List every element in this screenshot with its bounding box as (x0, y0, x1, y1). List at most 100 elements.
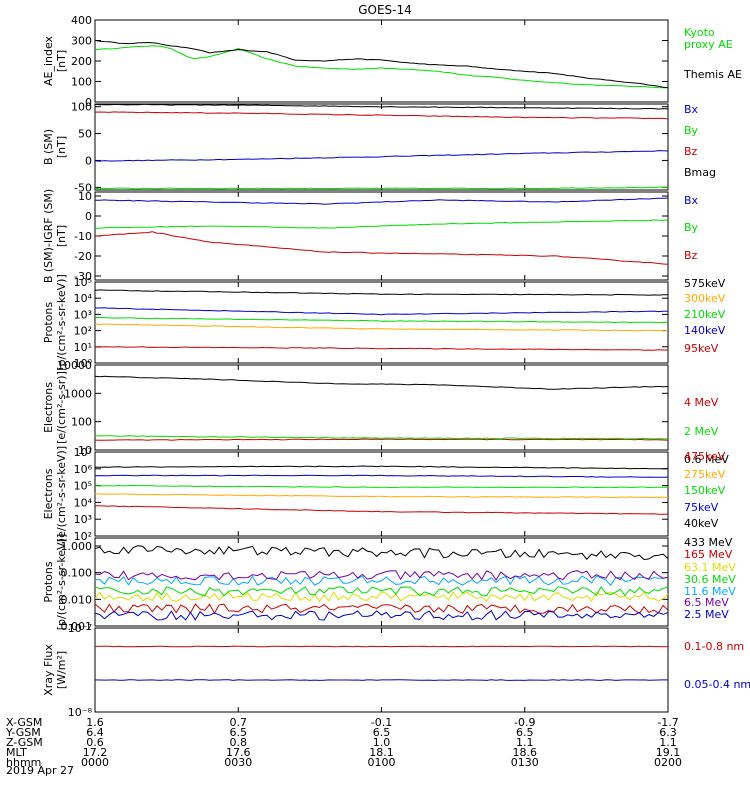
ephemeris-row-label: Z-GSM (6, 736, 43, 749)
ephemeris-value: 19.1 (656, 746, 681, 759)
legend-entry: 433 MeV (684, 536, 733, 549)
series-line-75kev (94, 474, 669, 478)
y-axis-label: [nT] (55, 225, 68, 247)
series-line-575kev (94, 289, 669, 296)
y-tick-label: 10⁴ (74, 496, 93, 509)
y-tick-label: 100 (71, 76, 92, 89)
panel-8: 10⁻⁸ 10⁻⁷ Xray Flux [W/m²] 0.1-0.8 nm 0.05-0.… (42, 622, 750, 719)
ephemeris-value: -1.7 (657, 716, 678, 729)
ephemeris-row-label: X-GSM (6, 716, 42, 729)
series-line-bz (94, 231, 669, 265)
y-axis-label: Protons (42, 561, 55, 602)
series-line-by (95, 219, 669, 229)
panel-frame (94, 364, 669, 451)
legend-entry: Themis AE (683, 68, 742, 81)
series-line-0-6-mev (94, 375, 669, 390)
y-tick-label: 10⁶ (74, 463, 93, 476)
series-line-by (94, 186, 669, 190)
series-line-275kev (94, 493, 668, 498)
y-axis-label: [e/(cm²-s-sr)] (55, 371, 68, 444)
ephemeris-value: 0.6 (86, 736, 104, 749)
series-line-150kev (94, 484, 669, 489)
ephemeris-value: 6.5 (230, 726, 248, 739)
ephemeris-value: 17.2 (83, 746, 108, 759)
series-line-bx (95, 197, 669, 205)
y-axis-label: [nT] (55, 50, 68, 72)
legend-entry: 95keV (684, 342, 719, 355)
y-tick-label: 10¹ (74, 341, 92, 354)
panel-2: -50 0 50 100 B (SM) [nT] Bx By Bz Bmag (42, 101, 716, 195)
ephemeris-value: 0130 (511, 756, 539, 769)
y-tick-label: 10 (78, 444, 92, 457)
y-tick-label: 10⁻⁷ (68, 622, 92, 635)
y-tick-label: 100 (71, 416, 92, 429)
legend-entry: 0.05-0.4 nm (684, 678, 750, 691)
y-tick-label: 10⁵ (74, 276, 92, 289)
ephemeris-value: 6.5 (373, 726, 391, 739)
series-line-bmag (94, 103, 669, 110)
date-label: 2019 Apr 27 (6, 764, 74, 777)
legend-entry: 75keV (684, 501, 719, 514)
series-line-themis-ae (94, 39, 669, 89)
ephemeris-row-label: MLT (6, 746, 27, 759)
ephemeris-value: 0100 (368, 756, 396, 769)
y-axis-label: AE_index (42, 35, 55, 86)
y-tick-label: 10² (74, 530, 92, 543)
y-tick-label: -50 (74, 181, 92, 194)
ephemeris-value: 0200 (654, 756, 682, 769)
series-line-6-5-mev (94, 570, 669, 581)
y-axis-label: B (SM)-IGRF (SM) (42, 189, 55, 283)
series-line-bz (94, 111, 669, 120)
y-tick-label: 10⁷ (74, 446, 92, 459)
series-line-475kev (94, 505, 669, 515)
ephemeris-value: 0030 (224, 756, 252, 769)
ephemeris-value: 1.6 (86, 716, 104, 729)
y-tick-label: 0 (85, 96, 92, 109)
y-axis-label: Protons (42, 302, 55, 343)
ephemeris-value: -0.1 (371, 716, 392, 729)
series-line-2-5-mev (94, 610, 669, 621)
y-tick-label: -20 (74, 250, 92, 263)
ephemeris-value: -0.9 (514, 716, 535, 729)
legend-entry: 6.5 MeV (684, 596, 729, 609)
legend-entry: 40keV (684, 517, 719, 530)
y-tick-label: 10⁻⁸ (68, 706, 93, 719)
panel-3: -30 -20 -10 0 10 B (SM)-IGRF (SM) [nT] Bx By Bz (42, 189, 699, 283)
series-line-kyoto-proxy-ae (94, 45, 669, 89)
y-axis-label: [W/m²] (55, 651, 68, 689)
y-axis-label: [nT] (55, 136, 68, 158)
y-axis-label: [p/(cm²-s-sr-keV)] (55, 274, 68, 371)
series-line-2-mev (95, 435, 669, 440)
y-tick-label: 0.010 (61, 593, 93, 606)
panel-frame (94, 451, 669, 537)
y-tick-label: 10² (74, 325, 92, 338)
series-line-433-mev (94, 545, 669, 561)
legend-entry: 2.5 MeV (684, 608, 729, 621)
panel-frame (94, 103, 669, 191)
y-tick-label: 10³ (74, 308, 92, 321)
legend-entry: Bx (684, 103, 699, 116)
panel-frame (94, 19, 669, 103)
series-line-300kev (94, 323, 669, 332)
y-tick-label: 0 (85, 210, 92, 223)
panel-frame (94, 537, 669, 627)
series-line-bx (94, 150, 669, 162)
y-tick-label: 400 (71, 14, 92, 27)
legend-entry: Bz (684, 249, 698, 262)
legend-entry: Bz (684, 145, 698, 158)
series-line-0-1-0-8-nm (94, 645, 669, 648)
legend-entry: 30.6 MeV (684, 573, 736, 586)
y-tick-label: 50 (78, 128, 92, 141)
y-tick-label: 200 (71, 55, 92, 68)
ephemeris-value: 0.7 (230, 716, 248, 729)
ephemeris-value: 0000 (81, 756, 109, 769)
ephemeris-value: 6.4 (86, 726, 104, 739)
y-tick-label: 10⁵ (74, 480, 92, 493)
legend-entry: 210keV (684, 308, 726, 321)
legend-entry: Bmag (684, 166, 716, 179)
y-tick-label: 10³ (74, 513, 92, 526)
ephemeris-row-label: Y-GSM (5, 726, 41, 739)
